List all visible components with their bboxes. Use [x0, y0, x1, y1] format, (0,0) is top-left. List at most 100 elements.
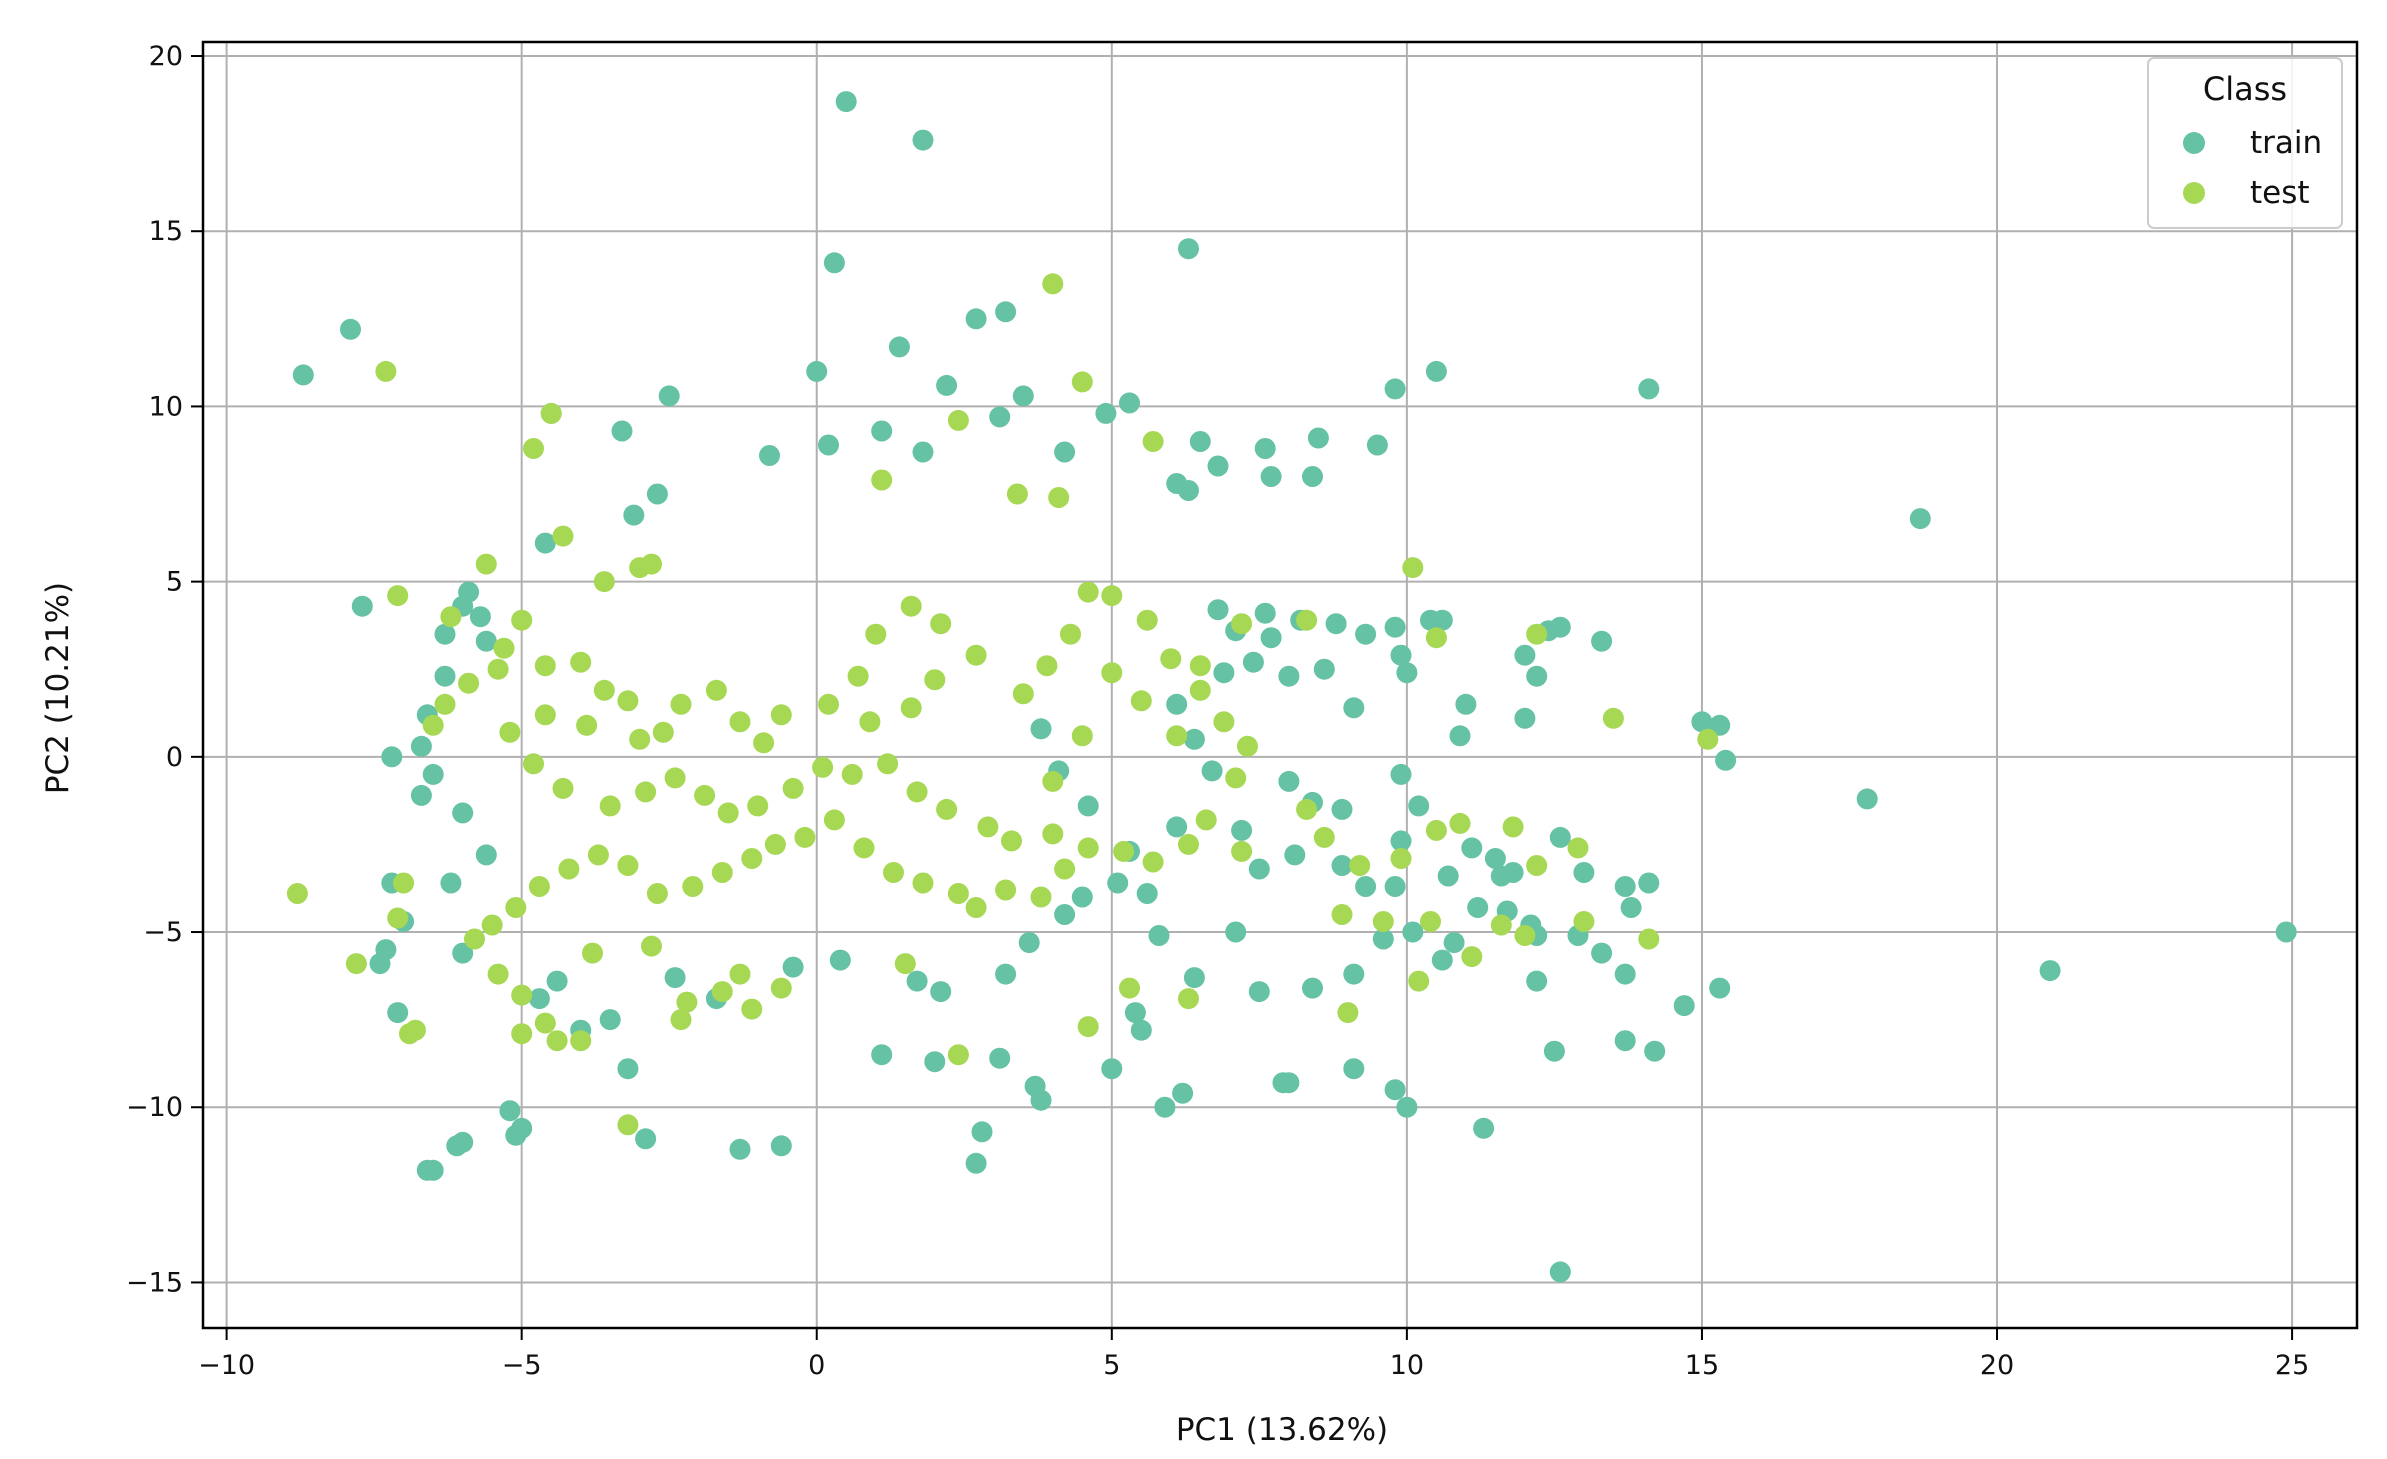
- point-test: [670, 693, 692, 715]
- point-test: [1036, 655, 1058, 677]
- point-train: [1077, 795, 1099, 817]
- point-train: [1402, 921, 1424, 943]
- point-test: [387, 907, 409, 929]
- point-train: [965, 308, 987, 330]
- point-train: [1437, 865, 1459, 887]
- point-test: [936, 798, 958, 820]
- point-train: [1166, 693, 1188, 715]
- point-test: [534, 704, 556, 726]
- point-train: [1614, 1030, 1636, 1052]
- point-train: [452, 942, 474, 964]
- point-train: [1313, 658, 1335, 680]
- point-train: [422, 763, 444, 785]
- point-test: [1425, 819, 1447, 841]
- grid: [203, 42, 2357, 1328]
- point-train: [1278, 665, 1300, 687]
- point-test: [540, 402, 562, 424]
- point-train: [1449, 725, 1471, 747]
- point-test: [487, 963, 509, 985]
- point-test: [794, 826, 816, 848]
- point-train: [871, 1044, 893, 1066]
- point-train: [759, 445, 780, 466]
- point-test: [1054, 858, 1076, 880]
- point-test: [1225, 767, 1247, 789]
- point-test: [375, 360, 397, 382]
- point-train: [1490, 865, 1512, 887]
- point-train: [1178, 480, 1199, 501]
- point-test: [652, 721, 674, 743]
- point-test: [877, 753, 899, 775]
- point-test: [1408, 970, 1430, 992]
- point-test: [587, 844, 609, 866]
- point-train: [936, 374, 958, 396]
- point-train: [770, 1135, 792, 1157]
- point-train: [1408, 795, 1430, 817]
- point-train: [434, 665, 456, 687]
- point-test: [1142, 851, 1164, 873]
- point-train: [340, 318, 361, 340]
- point-test: [552, 525, 574, 547]
- point-train: [971, 1121, 993, 1143]
- point-test: [523, 438, 544, 459]
- point-train: [989, 1047, 1011, 1069]
- point-test: [818, 693, 839, 715]
- point-test: [1071, 725, 1093, 747]
- point-train: [835, 91, 857, 113]
- point-test: [894, 953, 916, 975]
- point-train: [1549, 616, 1571, 638]
- point-train: [1030, 718, 1052, 740]
- point-test: [1012, 683, 1034, 705]
- point-train: [1213, 662, 1235, 684]
- point-train: [1526, 970, 1548, 992]
- point-train: [1331, 798, 1353, 820]
- point-test: [434, 693, 456, 715]
- point-train: [611, 420, 633, 442]
- point-test: [729, 711, 751, 733]
- point-train: [1183, 728, 1205, 750]
- point-train: [1856, 788, 1878, 810]
- point-train: [1242, 651, 1264, 673]
- point-test: [753, 732, 775, 754]
- point-train: [458, 581, 480, 603]
- point-train: [1225, 921, 1247, 943]
- x-tick-label: 10: [1390, 1350, 1424, 1381]
- point-test: [682, 876, 704, 897]
- point-test: [705, 679, 727, 701]
- point-test: [511, 1023, 533, 1045]
- point-test: [1231, 613, 1253, 635]
- point-test: [741, 848, 763, 869]
- point-test: [286, 883, 308, 904]
- point-train: [1366, 434, 1388, 456]
- y-axis-title: PC2 (10.21%): [40, 582, 76, 794]
- point-test: [1461, 946, 1483, 968]
- point-train: [1709, 714, 1731, 736]
- point-test: [1602, 707, 1624, 729]
- point-test: [422, 714, 444, 736]
- point-test: [782, 777, 804, 799]
- point-test: [393, 872, 415, 894]
- point-test: [1331, 904, 1353, 925]
- point-test: [593, 679, 615, 701]
- point-test: [865, 623, 887, 645]
- y-tick-label: 20: [149, 41, 183, 72]
- point-test: [570, 1030, 592, 1052]
- point-train: [534, 532, 556, 554]
- point-train: [1343, 1058, 1365, 1080]
- point-train: [410, 735, 432, 757]
- point-train: [664, 967, 686, 989]
- point-test: [534, 1012, 556, 1034]
- point-test: [1526, 855, 1548, 876]
- point-train: [912, 129, 934, 151]
- axis-ticks: −10 −5 0 5 10 15 20 25 −15 −10 −5 0 5 10 15 20: [126, 41, 2309, 1381]
- point-train: [617, 1058, 639, 1080]
- point-train: [1136, 883, 1158, 904]
- point-train: [434, 623, 456, 645]
- point-test: [1142, 431, 1164, 452]
- point-test: [511, 609, 533, 631]
- point-train: [1254, 438, 1276, 459]
- point-train: [646, 483, 668, 505]
- point-train: [1260, 466, 1282, 487]
- point-train: [475, 844, 497, 866]
- point-train: [528, 988, 550, 1010]
